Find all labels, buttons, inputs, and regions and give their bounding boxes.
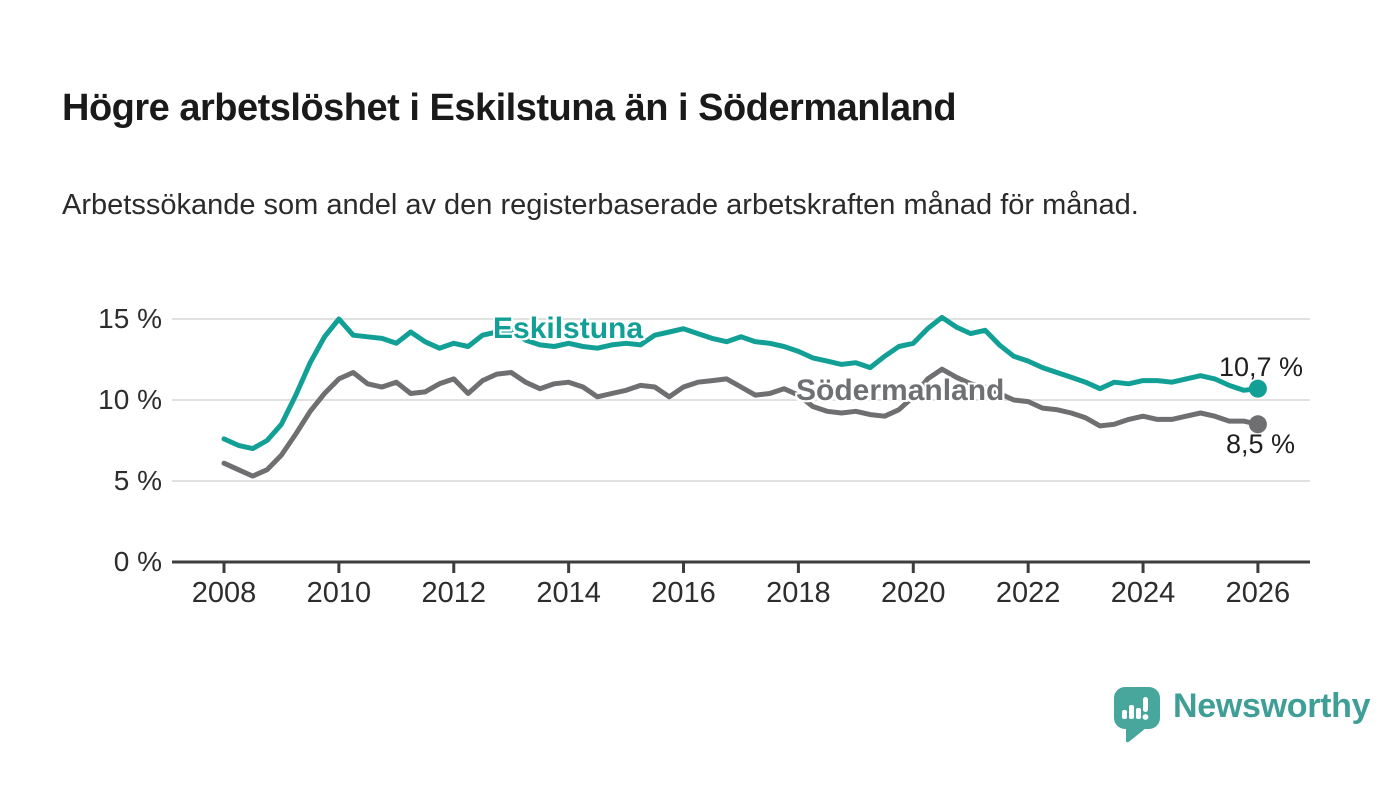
sdermanland-line (221, 366, 1261, 479)
newsworthy-logo: Newsworthy (1113, 686, 1371, 744)
x-tick-label-2024: 2024 (1110, 577, 1176, 609)
bar-chart-speech-bubble-icon (1114, 687, 1160, 743)
x-tick-label-2014: 2014 (536, 577, 601, 609)
x-tick-label-2010: 2010 (306, 577, 372, 609)
sdermanland-end-dot (1248, 415, 1267, 434)
brand-name: Newsworthy (1173, 687, 1371, 725)
eskilstuna-line (221, 314, 1261, 452)
end-value-label-eskilstuna: 10,7 % (1219, 352, 1304, 382)
page-title: Högre arbetslöshet i Eskilstuna än i Söd… (62, 87, 957, 130)
x-tick-label-2022: 2022 (995, 577, 1061, 609)
y-tick-label-0: 0 % (113, 546, 162, 577)
end-value-label-sodermanland: 8,5 % (1226, 429, 1296, 459)
x-tick-label-2016: 2016 (651, 577, 716, 609)
series-label-sodermanland: Södermanland (796, 374, 1005, 407)
page-subtitle: Arbetssökande som andel av den registerb… (62, 189, 1139, 221)
x-tick-label-2026: 2026 (1225, 577, 1291, 609)
y-tick-label-10: 10 % (98, 384, 162, 415)
x-tick-label-2008: 2008 (191, 577, 257, 609)
y-tick-label-5: 5 % (113, 465, 162, 496)
x-tick-label-2018: 2018 (766, 577, 831, 609)
y-tick-label-15: 15 % (98, 303, 162, 334)
x-tick-label-2020: 2020 (881, 577, 946, 609)
series-label-eskilstuna: Eskilstuna (493, 312, 644, 345)
x-tick-label-2012: 2012 (421, 577, 486, 609)
eskilstuna-end-dot (1248, 379, 1267, 398)
